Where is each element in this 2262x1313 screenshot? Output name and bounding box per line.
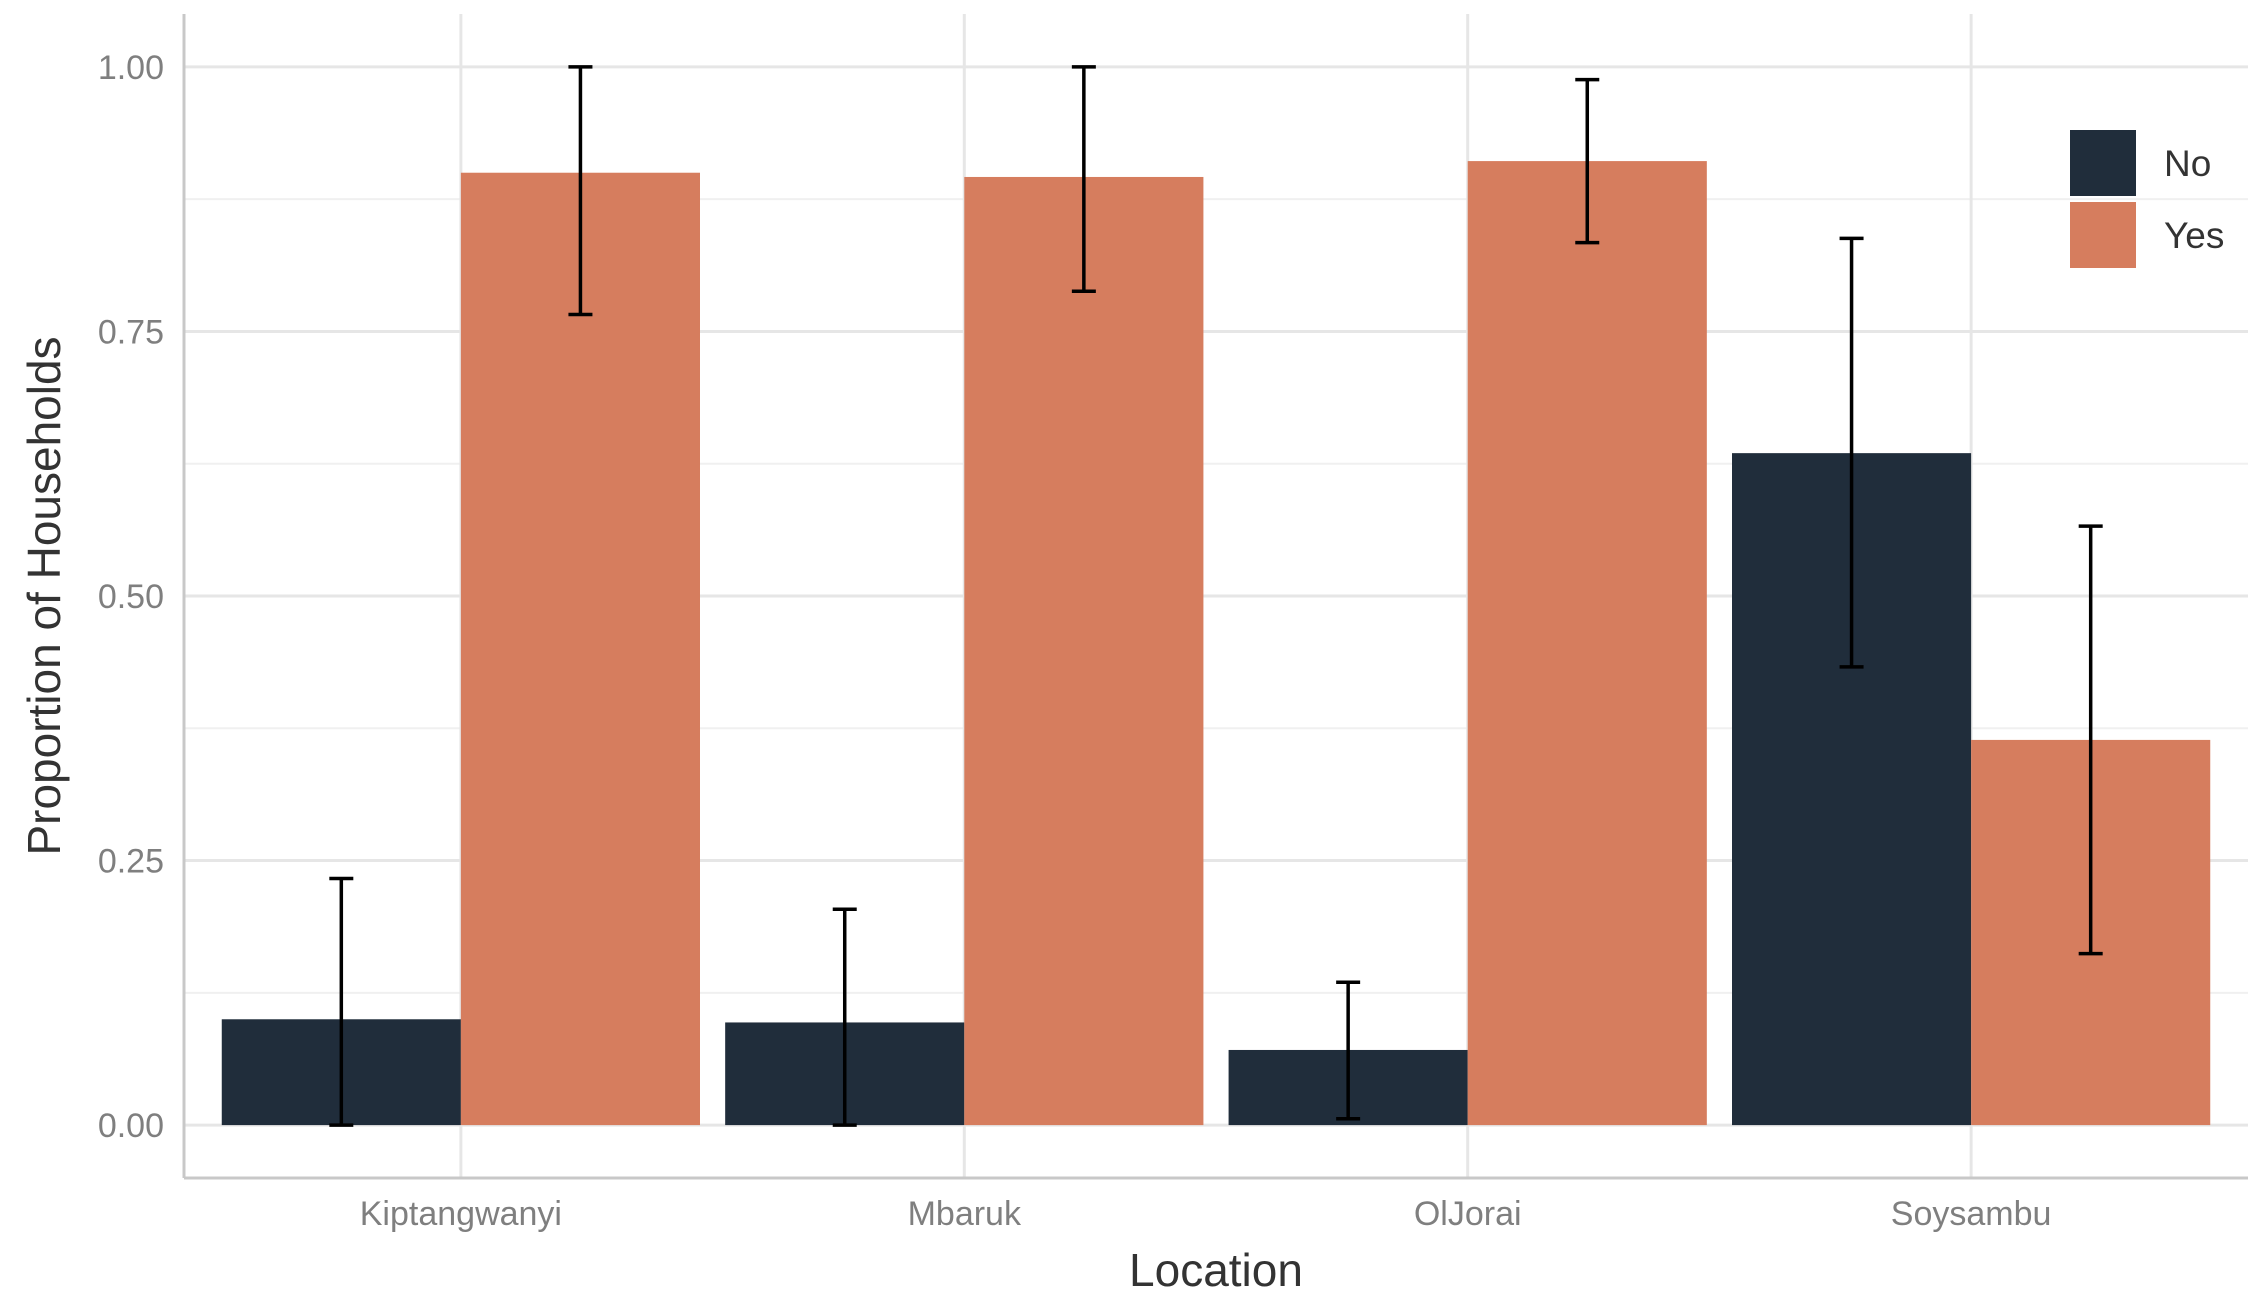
y-tick-label: 0.50 bbox=[98, 578, 164, 616]
bars bbox=[221, 161, 2211, 1126]
axes bbox=[182, 14, 2248, 1180]
x-tick-label: Soysambu bbox=[1891, 1195, 2052, 1233]
y-tick-label: 0.75 bbox=[98, 313, 164, 351]
x-tick-label: Kiptangwanyi bbox=[360, 1195, 562, 1233]
y-axis-title: Proportion of Households bbox=[18, 336, 70, 855]
x-tick-label: Mbaruk bbox=[908, 1195, 1022, 1233]
x-axis-title: Location bbox=[1129, 1244, 1303, 1296]
legend-swatch-no bbox=[2070, 130, 2136, 196]
legend-swatch-yes bbox=[2070, 202, 2136, 268]
y-tick-label: 1.00 bbox=[98, 49, 164, 87]
bar-yes bbox=[964, 176, 1204, 1126]
bar-yes bbox=[1467, 161, 1707, 1126]
legend-label-yes: Yes bbox=[2164, 215, 2224, 256]
y-tick-label: 0.00 bbox=[98, 1107, 164, 1145]
error-bars bbox=[329, 65, 2103, 1127]
tick-labels: 0.00 0.25 0.50 0.75 1.00 Kiptangwanyi Mbaruk Ol… bbox=[98, 49, 2052, 1233]
bar-yes bbox=[460, 172, 700, 1126]
x-tick-label: OlJorai bbox=[1414, 1195, 1522, 1233]
y-tick-label: 0.25 bbox=[98, 843, 164, 881]
legend: No Yes bbox=[2070, 130, 2224, 268]
legend-label-no: No bbox=[2164, 143, 2211, 184]
